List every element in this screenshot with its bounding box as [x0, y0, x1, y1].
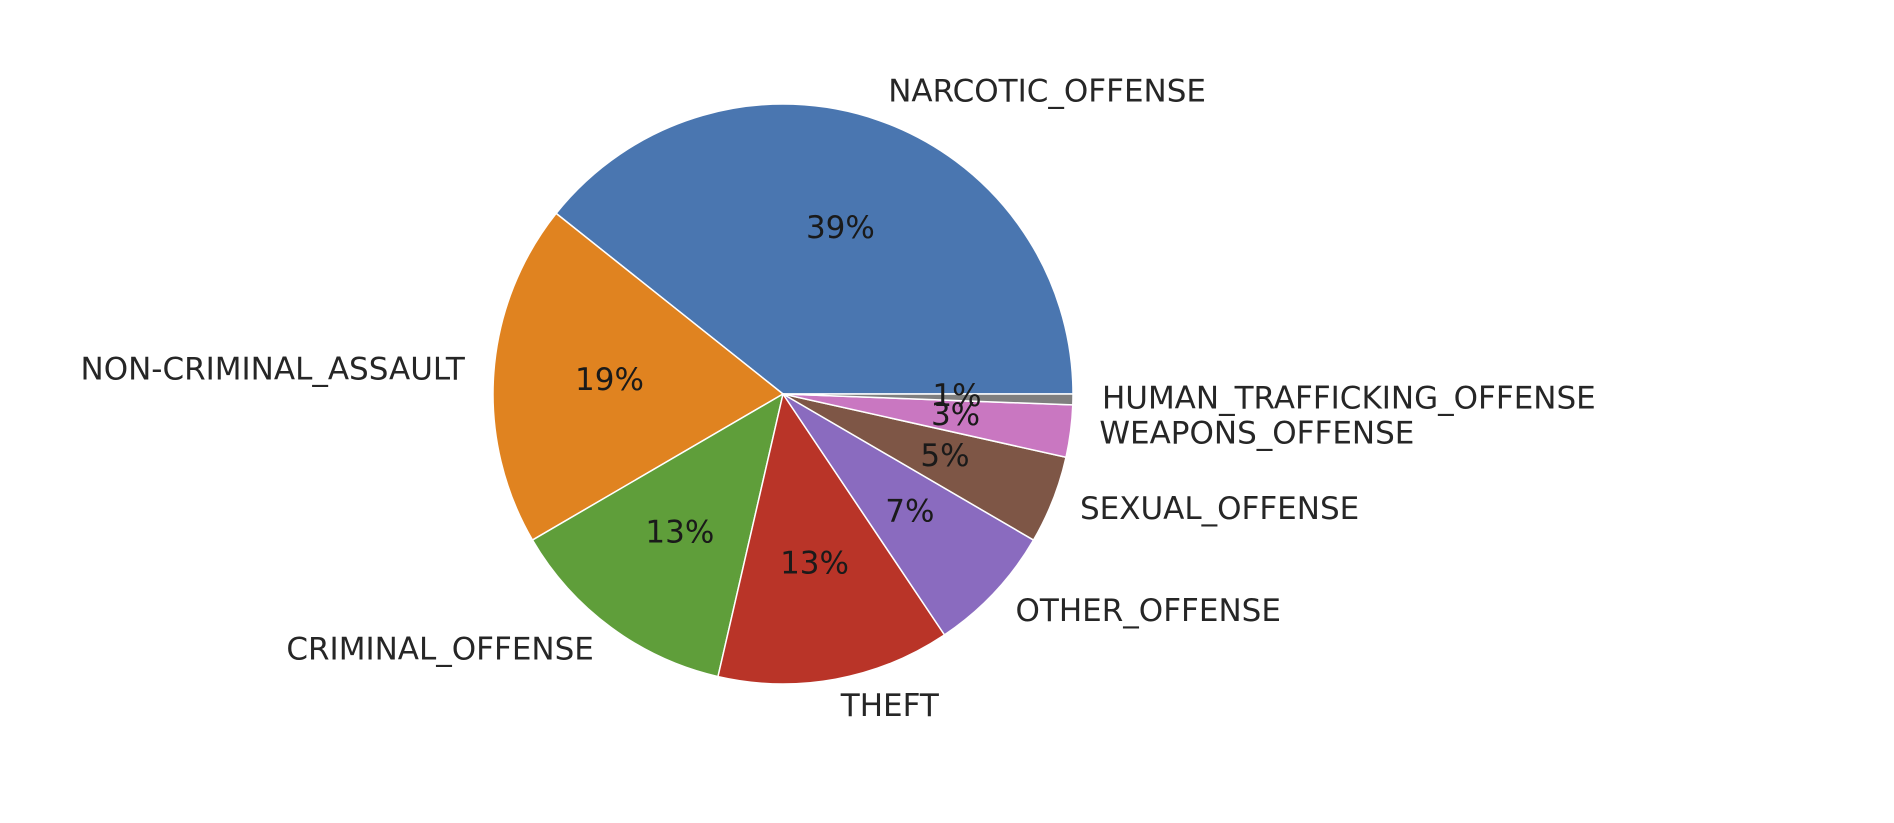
pie-percent-labels: 39% 19% 13% 13% 7% 5% 3%1%: [575, 210, 982, 581]
slice-percent-label: 7%: [885, 494, 934, 530]
pie-slice: [717, 393, 946, 685]
slice-category-label: NON-CRIMINAL_ASSAULT: [81, 351, 466, 387]
slice-percent-label: 5%: [920, 438, 969, 474]
slice-category-label: THEFT: [840, 688, 940, 724]
slice-percent-label: 3%: [931, 397, 980, 433]
pie-slice: [492, 212, 784, 541]
slice-percent-label: 39%: [806, 210, 875, 246]
slice-category-label: HUMAN_TRAFFICKING_OFFENSE: [1102, 381, 1596, 417]
slice-percent-label: 19%: [575, 362, 644, 398]
slice-category-label: CRIMINAL_OFFENSE: [286, 631, 594, 667]
slice-percent-label: 13%: [645, 515, 714, 551]
slice-category-label: OTHER_OFFENSE: [1016, 593, 1281, 629]
slice-percent-label: 13%: [780, 546, 849, 582]
slice-percent-label: 1%: [932, 378, 981, 414]
slice-category-label: WEAPONS_OFFENSE: [1099, 415, 1414, 451]
pie-slice: [782, 393, 1035, 636]
pie-category-labels: NARCOTIC_OFFENSE NON-CRIMINAL_ASSAULT CRIM…: [81, 73, 1596, 724]
pie-slice: [782, 393, 1074, 406]
pie-slice: [531, 393, 784, 678]
pie-slices: [492, 103, 1074, 685]
pie-slice: [555, 103, 1074, 395]
slice-category-label: SEXUAL_OFFENSE: [1080, 491, 1359, 527]
slice-category-label: NARCOTIC_OFFENSE: [888, 73, 1206, 109]
